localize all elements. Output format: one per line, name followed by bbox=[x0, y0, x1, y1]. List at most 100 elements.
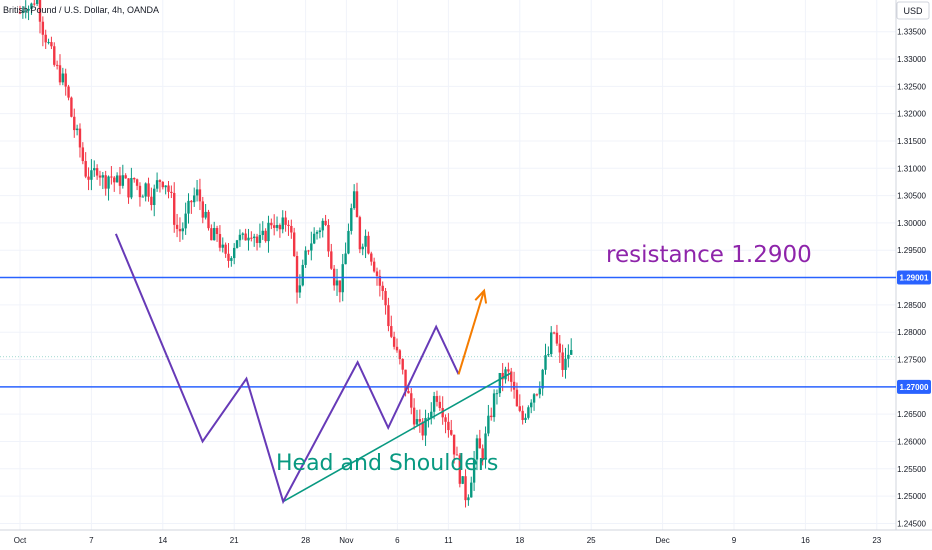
candle-body-down bbox=[447, 421, 450, 431]
candle-body-down bbox=[158, 180, 162, 182]
head-and-shoulders-annotation[interactable]: Head and Shoulders bbox=[276, 451, 498, 476]
candle-body-down bbox=[87, 176, 90, 180]
candle-body-up bbox=[530, 402, 533, 408]
candle-body-up bbox=[164, 185, 167, 188]
candle-body-up bbox=[35, 0, 39, 4]
candle-body-down bbox=[404, 369, 407, 391]
candle-body-up bbox=[361, 246, 364, 250]
candle-body-up bbox=[144, 183, 147, 197]
price-tick-label: 1.32000 bbox=[897, 110, 926, 119]
projection-arrow-line[interactable] bbox=[457, 290, 486, 375]
candle-body-down bbox=[307, 250, 310, 252]
price-tick-label: 1.26500 bbox=[897, 410, 926, 419]
candle-body-up bbox=[550, 332, 553, 355]
price-label-value: 1.27000 bbox=[900, 383, 929, 392]
candle-body-down bbox=[135, 179, 139, 186]
candle-body-down bbox=[173, 192, 176, 225]
price-tick-label: 1.31000 bbox=[897, 164, 926, 173]
time-tick-label: Dec bbox=[655, 536, 669, 545]
currency-label: USD bbox=[903, 6, 923, 16]
candle-body-down bbox=[501, 372, 504, 380]
support-trendline[interactable] bbox=[282, 372, 512, 503]
price-tick-label: 1.29500 bbox=[897, 246, 926, 255]
candle-body-down bbox=[207, 211, 210, 229]
candle-body-down bbox=[98, 175, 102, 178]
candle-body-down bbox=[33, 3, 36, 5]
time-tick-label: 28 bbox=[301, 536, 310, 545]
candle-body-up bbox=[564, 358, 567, 370]
price-tick-label: 1.27500 bbox=[897, 356, 926, 365]
time-tick-label: 21 bbox=[230, 536, 239, 545]
candle-body-down bbox=[198, 189, 202, 202]
price-tick-label: 1.31500 bbox=[897, 137, 926, 146]
candle-body-up bbox=[30, 3, 33, 9]
candle-body-down bbox=[330, 251, 333, 269]
candle-body-up bbox=[347, 230, 350, 254]
candle-body-down bbox=[133, 177, 136, 180]
price-tick-label: 1.33000 bbox=[897, 55, 926, 64]
candle-body-up bbox=[495, 393, 499, 395]
candle-body-down bbox=[255, 236, 259, 243]
candle-body-down bbox=[73, 116, 76, 131]
price-label-value: 1.29001 bbox=[900, 274, 929, 283]
pattern-zigzag-line[interactable] bbox=[114, 233, 460, 505]
candlesticks bbox=[0, 0, 896, 508]
candle-body-down bbox=[44, 34, 47, 43]
time-tick-label: 6 bbox=[395, 536, 400, 545]
candle-body-down bbox=[292, 232, 296, 257]
candle-body-down bbox=[104, 175, 107, 189]
candle-body-up bbox=[258, 234, 262, 243]
horizontal-levels[interactable]: 1.29001 1.27000 bbox=[0, 270, 931, 394]
projection-arrow-head[interactable] bbox=[474, 288, 488, 304]
candle-body-down bbox=[375, 271, 379, 276]
price-axis[interactable]: 1.33500 1.33000 1.32500 1.32000 1.31500 1.310… bbox=[897, 28, 926, 529]
candle-body-up bbox=[130, 177, 133, 198]
price-tick-label: 1.25500 bbox=[897, 465, 926, 474]
candle-body-up bbox=[195, 189, 199, 196]
candle-body-down bbox=[381, 285, 384, 291]
candle-body-down bbox=[272, 225, 276, 228]
price-tick-label: 1.30000 bbox=[897, 219, 926, 228]
time-axis[interactable]: Oct 7 14 21 28 Nov 6 11 18 25 Dec 9 16 23 bbox=[14, 536, 882, 545]
candle-body-up bbox=[47, 42, 50, 44]
currency-box[interactable] bbox=[896, 1, 930, 20]
candle-body-down bbox=[407, 390, 410, 394]
candle-body-down bbox=[190, 200, 193, 203]
candle-body-up bbox=[467, 497, 470, 501]
candle-body-down bbox=[50, 42, 53, 47]
candle-body-up bbox=[315, 232, 319, 234]
candle-body-up bbox=[461, 476, 464, 484]
candle-body-down bbox=[444, 417, 447, 422]
candle-body-down bbox=[327, 224, 330, 252]
candle-body-down bbox=[464, 476, 467, 501]
candle-body-down bbox=[64, 73, 67, 87]
candle-body-up bbox=[498, 372, 502, 394]
price-label-box[interactable] bbox=[897, 379, 931, 394]
candle-body-up bbox=[238, 234, 242, 241]
candle-body-down bbox=[295, 256, 299, 293]
candle-body-down bbox=[224, 244, 227, 254]
candle-body-up bbox=[21, 11, 25, 13]
candle-body-down bbox=[378, 275, 382, 286]
candle-body-up bbox=[230, 258, 233, 261]
price-label-box[interactable] bbox=[897, 270, 931, 285]
candle-body-up bbox=[24, 10, 27, 12]
resistance-annotation[interactable]: resistance 1.2900 bbox=[606, 242, 812, 268]
candle-body-up bbox=[155, 180, 159, 189]
candle-body-up bbox=[335, 280, 339, 286]
candle-body-up bbox=[252, 236, 256, 239]
candle-body-down bbox=[175, 224, 179, 229]
candle-body-up bbox=[492, 393, 496, 418]
candle-body-down bbox=[227, 253, 230, 261]
candle-body-down bbox=[127, 178, 130, 198]
candle-body-down bbox=[138, 185, 142, 198]
drawings[interactable] bbox=[114, 233, 512, 505]
candle-body-down bbox=[53, 46, 56, 65]
candle-body-down bbox=[370, 253, 373, 262]
candle-body-down bbox=[438, 401, 442, 409]
candle-body-down bbox=[278, 225, 282, 230]
candle-body-up bbox=[61, 73, 65, 83]
